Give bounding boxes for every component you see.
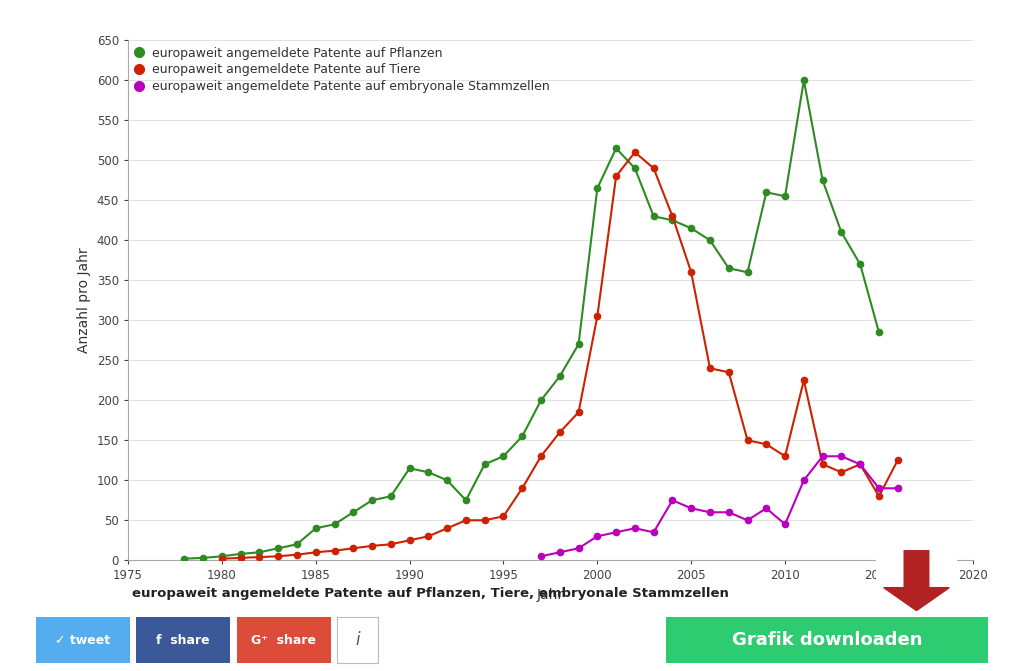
Text: europaweit angemeldete Patente auf Pflanzen, Tiere, embryonale Stammzellen: europaweit angemeldete Patente auf Pflan…	[132, 587, 728, 601]
Text: i: i	[355, 631, 359, 649]
Legend: europaweit angemeldete Patente auf Pflanzen, europaweit angemeldete Patente auf : europaweit angemeldete Patente auf Pflan…	[134, 46, 550, 93]
X-axis label: Jahr: Jahr	[537, 588, 564, 602]
Polygon shape	[884, 550, 949, 611]
Text: ✓ tweet: ✓ tweet	[55, 633, 111, 647]
Text: G⁺  share: G⁺ share	[251, 633, 316, 647]
Text: f  share: f share	[157, 633, 210, 647]
Text: Grafik downloaden: Grafik downloaden	[731, 631, 923, 649]
Y-axis label: Anzahl pro Jahr: Anzahl pro Jahr	[77, 248, 91, 353]
